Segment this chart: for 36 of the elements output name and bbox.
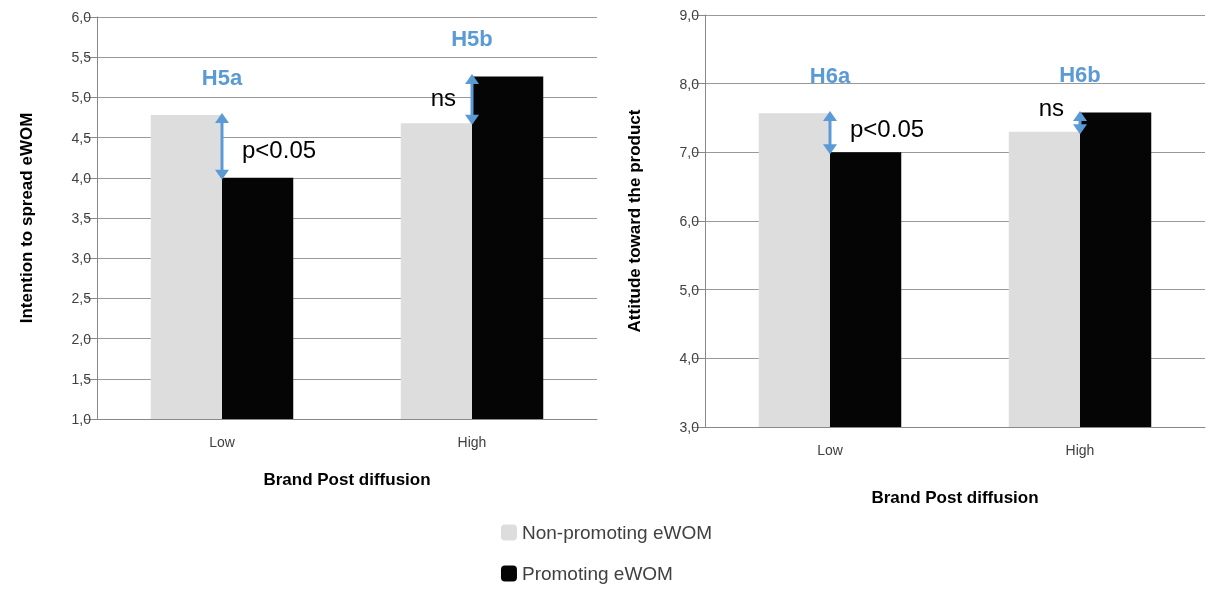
y-tick-label: 7,0 bbox=[679, 144, 700, 161]
x-tick-label: Low bbox=[209, 434, 236, 450]
annotation: H6a bbox=[809, 62, 851, 88]
y-tick-label: 3,0 bbox=[679, 419, 700, 435]
x-tick-label: High bbox=[1065, 442, 1095, 458]
annotation: ns bbox=[1038, 94, 1064, 122]
y-tick-label: 8,0 bbox=[679, 75, 700, 92]
legend-label: Promoting eWOM bbox=[521, 563, 673, 584]
y-tick-label: 3,0 bbox=[71, 250, 92, 267]
y-axis-title: Intention to spread eWOM bbox=[17, 112, 36, 324]
y-axis-title: Attitude toward the product bbox=[625, 109, 644, 333]
legend-label: Non-promoting eWOM bbox=[521, 522, 713, 543]
y-tick-label: 2,0 bbox=[71, 330, 92, 347]
annotation: ns bbox=[430, 83, 456, 111]
x-tick-label: Low bbox=[817, 442, 844, 458]
x-axis-title: Brand Post diffusion bbox=[263, 470, 431, 489]
y-tick-label: 6,0 bbox=[71, 9, 92, 25]
annotation: p<0.05 bbox=[242, 136, 317, 164]
y-tick-label: 4,0 bbox=[71, 169, 92, 186]
y-tick-label: 5,0 bbox=[679, 281, 700, 298]
x-axis-title: Brand Post diffusion bbox=[871, 488, 1039, 507]
annotation: p<0.05 bbox=[850, 114, 925, 142]
y-tick-label: 3,5 bbox=[71, 210, 92, 226]
y-tick-label: 5,0 bbox=[71, 89, 92, 106]
y-tick-label: 4,0 bbox=[679, 350, 700, 367]
x-tick-label: High bbox=[457, 434, 487, 450]
y-tick-label: 6,0 bbox=[679, 213, 700, 229]
annotation: H6b bbox=[1059, 62, 1101, 88]
y-tick-label: 1,0 bbox=[71, 411, 92, 427]
annotation: H5a bbox=[201, 64, 243, 90]
y-tick-label: 4,5 bbox=[71, 129, 92, 146]
y-tick-label: 1,5 bbox=[71, 370, 92, 387]
annotation: H5b bbox=[451, 26, 493, 51]
y-tick-label: 2,5 bbox=[71, 290, 92, 307]
y-tick-label: 5,5 bbox=[71, 49, 92, 66]
y-tick-label: 9,0 bbox=[679, 7, 700, 23]
